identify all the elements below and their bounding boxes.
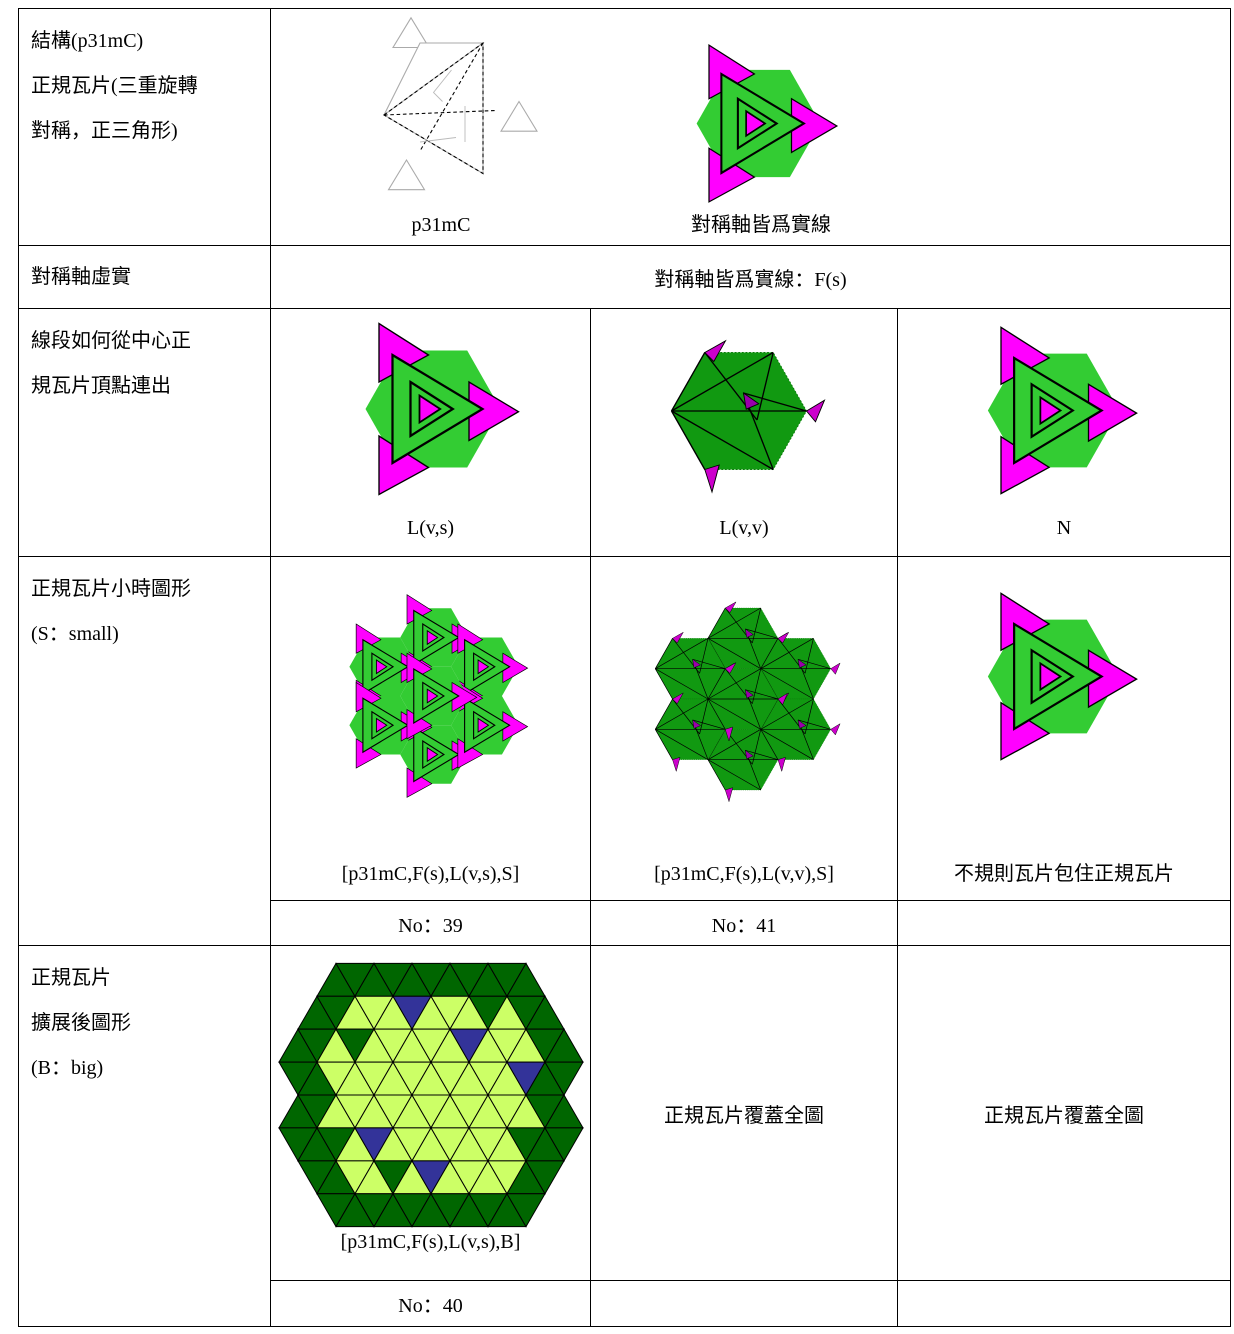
- row: 對稱軸虛實 對稱軸皆爲實線：F(s): [18, 245, 1232, 309]
- caption: L(v,s): [406, 517, 455, 539]
- label-line: (S：small): [31, 623, 119, 645]
- label-line: 規瓦片頂點連出: [31, 375, 171, 397]
- cell: [p31mC,F(s),L(v,v),S]: [590, 556, 898, 901]
- tile-triangle: [544, 1127, 584, 1162]
- figure: [670, 340, 826, 493]
- caption: 對稱軸皆爲實線: [691, 214, 831, 236]
- cell: 不規則瓦片包住正規瓦片: [896, 556, 1232, 901]
- figure: [299, 561, 569, 831]
- cell-text: 正規瓦片覆蓋全圖: [896, 945, 1232, 1281]
- shape: [670, 340, 826, 493]
- number: No：40: [270, 1280, 591, 1327]
- label-line: 正規瓦片小時圖形: [31, 578, 191, 600]
- caption: L(v,v): [719, 517, 769, 539]
- cell: [p31mC,F(s),L(v,s),S]: [270, 556, 591, 901]
- label-line: 擴展後圖形: [31, 1012, 131, 1034]
- label-line: (B：big): [31, 1057, 104, 1079]
- row: 正規瓦片小時圖形 (S：small) [p31mC,F(s),L(v,s),S]…: [18, 556, 1232, 946]
- cell: p31mC 對稱軸皆爲實線: [269, 8, 1232, 246]
- label-line: 對稱軸虛實: [31, 265, 131, 288]
- figure: [695, 44, 838, 203]
- shape: [364, 322, 520, 496]
- row: No：39 No：41: [19, 900, 1232, 946]
- cell: [896, 1280, 1232, 1327]
- row-label: 結構(p31mC) 正規瓦片(三重旋轉 對稱，正三角形): [18, 8, 271, 246]
- table: 結構(p31mC) 正規瓦片(三重旋轉 對稱，正三角形) p31mC 對稱軸皆爲…: [18, 8, 1232, 1327]
- row-label: 正規瓦片 擴展後圖形 (B：big): [18, 945, 271, 1327]
- shape: [695, 44, 838, 203]
- row-label: 對稱軸虛實: [18, 245, 271, 309]
- shape: [655, 602, 840, 802]
- caption: p31mC: [411, 214, 471, 236]
- shape: [383, 17, 538, 191]
- figure: [986, 592, 1138, 761]
- caption: N: [1056, 517, 1072, 539]
- tile-triangle: [544, 1061, 584, 1097]
- label-line: 正規瓦片: [31, 967, 111, 989]
- row: 結構(p31mC) 正規瓦片(三重旋轉 對稱，正三角形) p31mC 對稱軸皆爲…: [18, 8, 1232, 246]
- caption: [p31mC,F(s),L(v,v),S]: [654, 863, 834, 885]
- row: 正規瓦片 擴展後圖形 (B：big) [p31mC,F(s),L(v,s),B]…: [18, 945, 1232, 1327]
- shape: [986, 592, 1138, 761]
- number: No：39: [270, 900, 591, 946]
- cell-text: 對稱軸皆爲實線：F(s): [269, 245, 1232, 309]
- cell: [896, 900, 1232, 946]
- figure: [603, 559, 883, 839]
- caption: [p31mC,F(s),L(v,s),B]: [340, 1231, 521, 1253]
- figure: [383, 17, 538, 191]
- label-line: 線段如何從中心正: [31, 330, 191, 352]
- cell: L(v,s): [270, 308, 591, 557]
- number: No：41: [590, 900, 898, 946]
- figure: [364, 322, 520, 496]
- cell: L(v,v): [590, 308, 898, 557]
- cell: [590, 1280, 898, 1327]
- figure: [278, 962, 584, 1228]
- tile-triangle: [506, 1193, 546, 1228]
- label-line: 結構(p31mC): [31, 30, 144, 52]
- cell: [p31mC,F(s),L(v,s),B]: [270, 945, 591, 1281]
- shape: [986, 326, 1138, 495]
- caption: [p31mC,F(s),L(v,s),S]: [341, 863, 520, 885]
- label-line: 對稱，正三角形): [31, 120, 178, 142]
- figure: [986, 326, 1138, 495]
- cell: N: [896, 308, 1232, 557]
- row: 線段如何從中心正 規瓦片頂點連出 L(v,s) L(v,v) N: [18, 308, 1232, 557]
- caption: 不規則瓦片包住正規瓦片: [954, 863, 1174, 885]
- row-label: 正規瓦片小時圖形 (S：small): [18, 556, 271, 946]
- shape: [349, 595, 527, 798]
- row: No：40: [19, 1280, 1232, 1327]
- tile-triangle: [525, 1160, 565, 1195]
- cell-text: 正規瓦片覆蓋全圖: [590, 945, 898, 1281]
- row-label: 線段如何從中心正 規瓦片頂點連出: [18, 308, 271, 557]
- label-line: 正規瓦片(三重旋轉: [31, 75, 198, 97]
